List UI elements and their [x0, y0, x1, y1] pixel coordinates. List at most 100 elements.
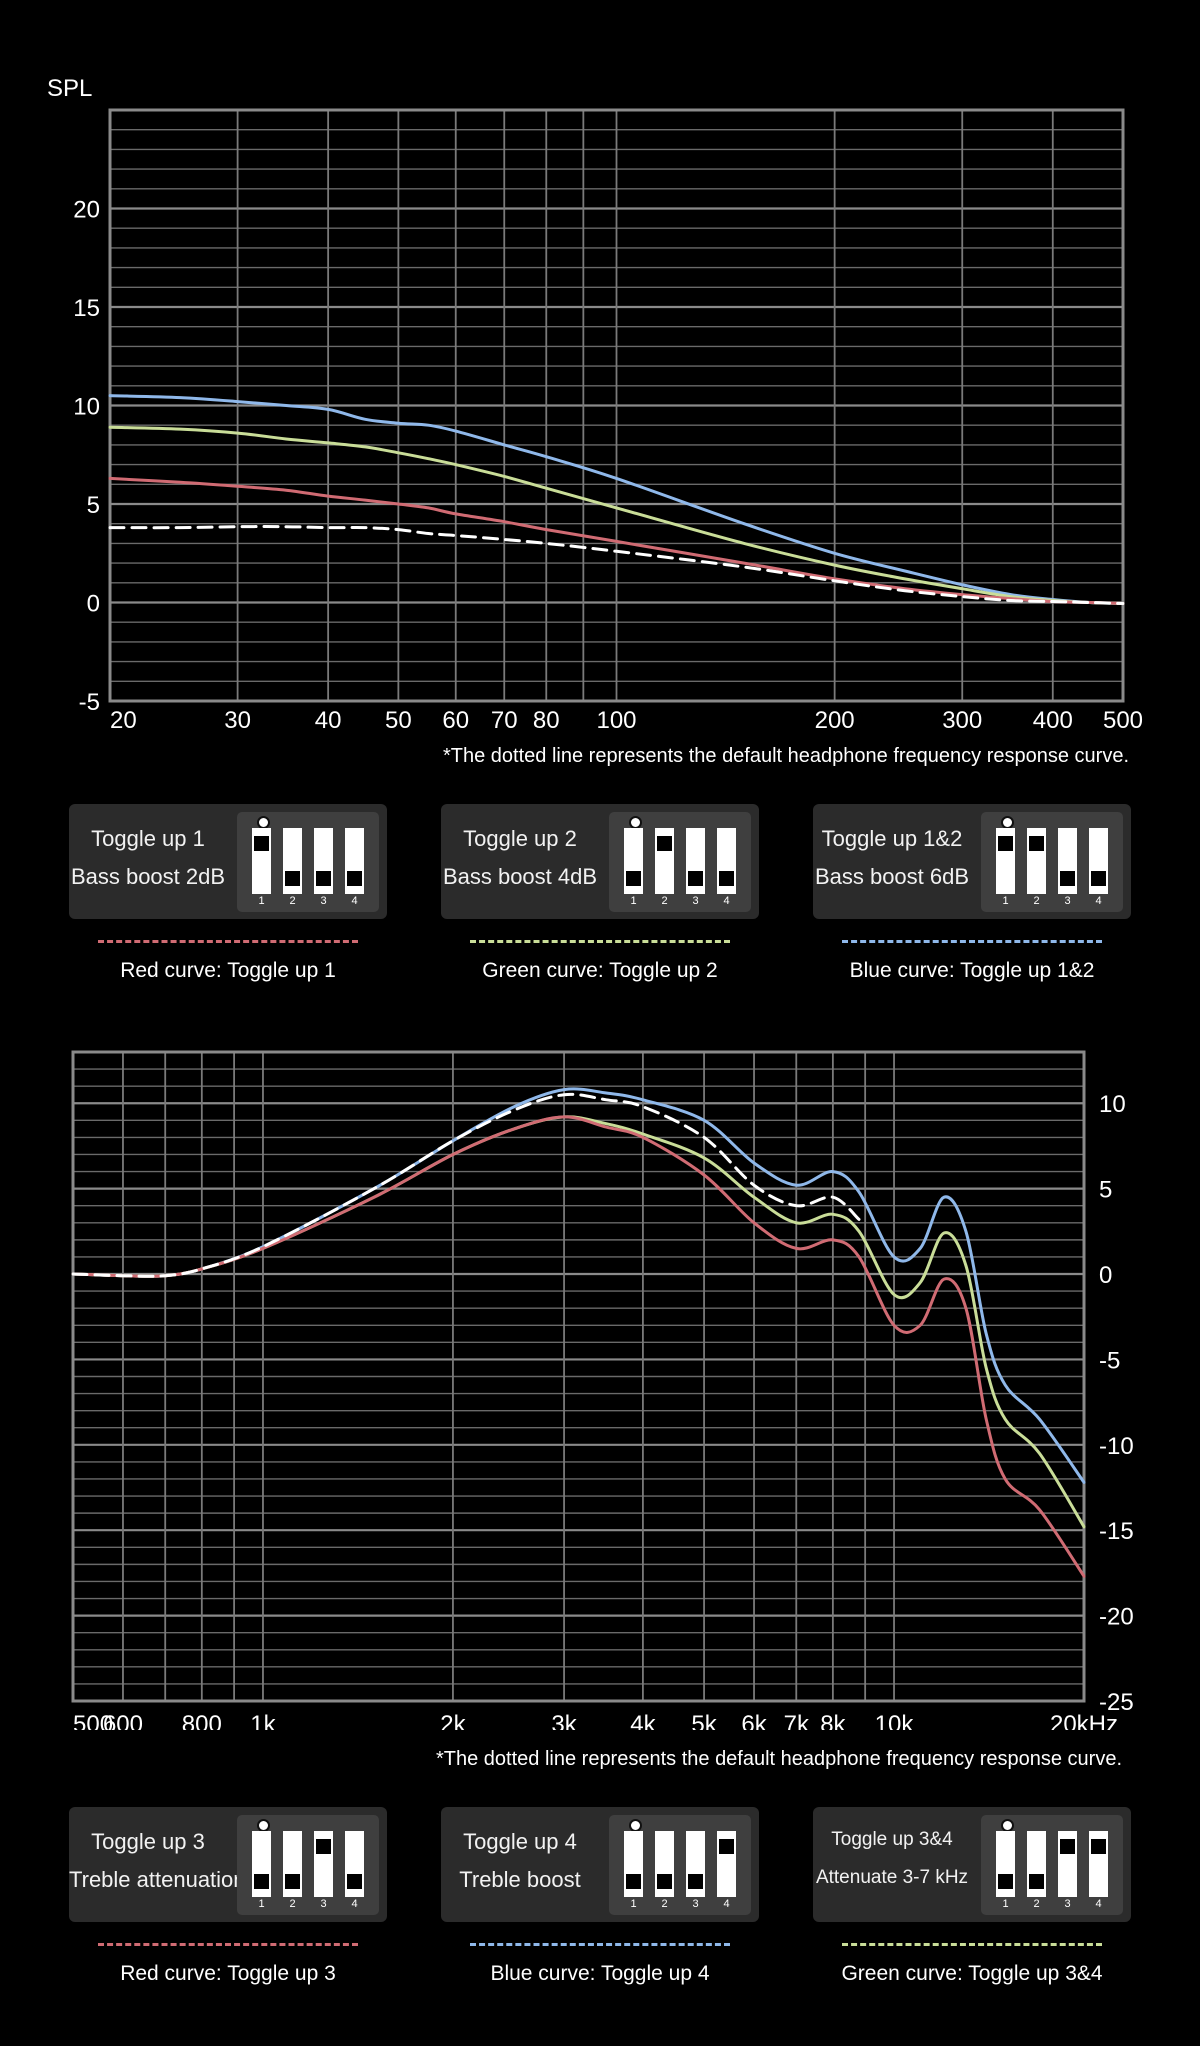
chart1-note: *The dotted line represents the default … [443, 745, 1130, 767]
x-tick-label: 500 [1103, 707, 1143, 734]
switch-number: 2 [661, 895, 668, 907]
switch-knob [1029, 836, 1044, 851]
card-title: Toggle up 1 [91, 826, 205, 851]
switch-knob [998, 836, 1013, 851]
switch-number: 1 [258, 1898, 265, 1910]
x-tick-label: 3k [551, 1711, 577, 1730]
switch-knob [1091, 1839, 1106, 1854]
dip-switch-1 [252, 828, 271, 894]
x-tick-label: 8k [820, 1711, 846, 1730]
switch-knob [688, 871, 703, 886]
switch-number: 3 [320, 1898, 327, 1910]
switch-knob [1060, 871, 1075, 886]
x-tick-label: 5k [691, 1711, 717, 1730]
dip-switch-block: 1 2 3 4 [237, 812, 379, 912]
switch-knob [688, 1874, 703, 1889]
switch-number: 2 [661, 1898, 668, 1910]
toggle-card: Toggle up 4 Treble boost 1 2 3 4 [441, 1807, 759, 1922]
dip-switch-4 [345, 828, 364, 894]
legend-label: Blue curve: Toggle up 4 [490, 1962, 710, 1985]
x-tick-label: 10k [875, 1711, 915, 1730]
switch-number: 4 [1095, 1898, 1102, 1910]
x-tick-label: 50 [385, 707, 412, 734]
switch-knob [285, 1874, 300, 1889]
plot-frame [108, 108, 1125, 703]
x-tick-label: 4k [630, 1711, 656, 1730]
switch-knob [626, 871, 641, 886]
dip-switch-3 [314, 828, 333, 894]
dip-switch-3 [686, 828, 705, 894]
toggle-card: Toggle up 3&4 Attenuate 3-7 kHz 1 2 3 4 [813, 1807, 1131, 1922]
legend-dash-line [842, 1943, 1102, 1946]
dip-switch-3 [314, 1831, 333, 1897]
series-line-0 [71, 1087, 1086, 1484]
legend-label: Blue curve: Toggle up 1&2 [849, 959, 1095, 982]
switch-knob [657, 836, 672, 851]
switch-knob [719, 871, 734, 886]
dip-switch-3 [1058, 828, 1077, 894]
card-title: Toggle up 2 [463, 826, 577, 851]
dip-switch-3 [1058, 1831, 1077, 1897]
legend-dash-line [98, 940, 358, 943]
dip-switch-1 [252, 1831, 271, 1897]
y-tick-label: 10 [73, 394, 100, 421]
card-description: Attenuate 3-7 kHz [815, 1867, 969, 1888]
dip-switch-4 [717, 828, 736, 894]
card-description: Treble boost [459, 1867, 581, 1892]
x-tick-label: 1k [250, 1711, 276, 1730]
switch-number: 3 [692, 895, 699, 907]
switch-knob [1029, 1874, 1044, 1889]
x-tick-label: 100 [596, 707, 636, 734]
switch-number: 3 [692, 1898, 699, 1910]
card-description: Treble attenuation [69, 1867, 246, 1892]
y-tick-label: -25 [1099, 1689, 1134, 1716]
x-tick-label: 200 [815, 707, 855, 734]
y-tick-label: -15 [1099, 1518, 1134, 1545]
switch-number: 2 [289, 895, 296, 907]
card-description: Bass boost 2dB [70, 864, 226, 889]
switch-knob [347, 871, 362, 886]
series-line-1 [108, 425, 1125, 605]
switch-number: 2 [1033, 895, 1040, 907]
series-line-1 [71, 1115, 1086, 1529]
y-tick-label: -20 [1099, 1604, 1134, 1631]
switch-knob [316, 871, 331, 886]
switch-knob [719, 1839, 734, 1854]
card-title: Toggle up 3 [91, 1829, 205, 1854]
card-description: Bass boost 6dB [814, 864, 970, 889]
legend-dash-line [842, 940, 1102, 943]
card-title: Toggle up 3&4 [831, 1829, 953, 1850]
legend-dash-line [470, 1943, 730, 1946]
dip-switch-block: 1 2 3 4 [981, 1815, 1123, 1915]
dip-switch-2 [283, 1831, 302, 1897]
default-curve-line [71, 1092, 861, 1278]
y-tick-label: -5 [79, 689, 100, 716]
series-line-0 [108, 394, 1125, 605]
x-tick-label: 6k [741, 1711, 767, 1730]
toggle-card: Toggle up 1 Bass boost 2dB 1 2 3 4 [69, 804, 387, 919]
card-title: Toggle up 1&2 [821, 826, 963, 851]
toggle-card: Toggle up 2 Bass boost 4dB 1 2 3 4 [441, 804, 759, 919]
dip-switch-1 [624, 828, 643, 894]
switch-number: 4 [1095, 895, 1102, 907]
switch-number: 3 [320, 895, 327, 907]
dip-switch-2 [1027, 828, 1046, 894]
x-tick-label: 60 [442, 707, 469, 734]
switch-number: 1 [1002, 1898, 1009, 1910]
switch-number: 1 [258, 895, 265, 907]
y-tick-label: 0 [1099, 1262, 1112, 1289]
switch-knob [254, 1874, 269, 1889]
x-tick-label: 70 [491, 707, 518, 734]
y-tick-label: 15 [73, 295, 100, 322]
legend-label: Red curve: Toggle up 1 [120, 959, 336, 982]
dip-switch-1 [996, 1831, 1015, 1897]
switch-number: 2 [289, 1898, 296, 1910]
x-tick-label: 500 [73, 1711, 113, 1730]
switch-number: 2 [1033, 1898, 1040, 1910]
switch-number: 4 [723, 895, 730, 907]
dip-switch-2 [655, 828, 674, 894]
x-tick-label: 20kHz [1050, 1711, 1118, 1730]
bass-response-chart: 20 30 40 50 60 70 80 100 200 300 400 500 -5 0 5 10 15 20 S… [47, 75, 1143, 734]
plot-frame [71, 1050, 1086, 1703]
